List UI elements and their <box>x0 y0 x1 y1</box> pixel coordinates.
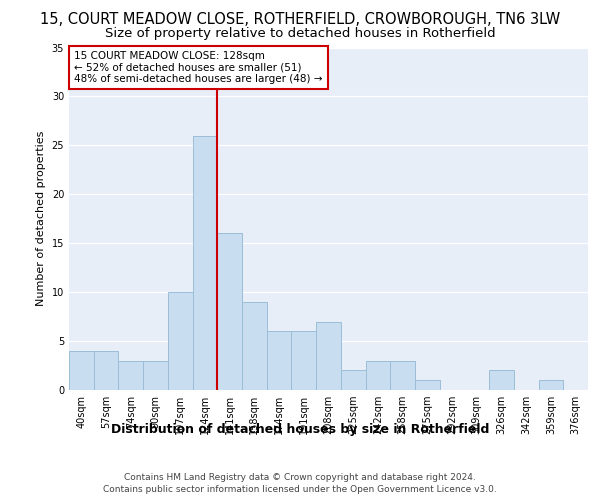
Bar <box>168 292 193 390</box>
Bar <box>143 360 168 390</box>
Bar <box>267 332 292 390</box>
Text: Distribution of detached houses by size in Rotherfield: Distribution of detached houses by size … <box>111 422 489 436</box>
Bar <box>118 360 143 390</box>
Bar <box>316 322 341 390</box>
Bar <box>217 234 242 390</box>
Bar <box>242 302 267 390</box>
Text: Contains public sector information licensed under the Open Government Licence v3: Contains public sector information licen… <box>103 485 497 494</box>
Text: 15 COURT MEADOW CLOSE: 128sqm
← 52% of detached houses are smaller (51)
48% of s: 15 COURT MEADOW CLOSE: 128sqm ← 52% of d… <box>74 51 323 84</box>
Bar <box>94 351 118 390</box>
Bar <box>489 370 514 390</box>
Bar <box>292 332 316 390</box>
Bar <box>69 351 94 390</box>
Bar <box>415 380 440 390</box>
Bar <box>539 380 563 390</box>
Bar <box>390 360 415 390</box>
Text: 15, COURT MEADOW CLOSE, ROTHERFIELD, CROWBOROUGH, TN6 3LW: 15, COURT MEADOW CLOSE, ROTHERFIELD, CRO… <box>40 12 560 28</box>
Bar <box>341 370 365 390</box>
Text: Size of property relative to detached houses in Rotherfield: Size of property relative to detached ho… <box>104 28 496 40</box>
Bar <box>365 360 390 390</box>
Text: Contains HM Land Registry data © Crown copyright and database right 2024.: Contains HM Land Registry data © Crown c… <box>124 472 476 482</box>
Y-axis label: Number of detached properties: Number of detached properties <box>36 131 46 306</box>
Bar <box>193 136 217 390</box>
